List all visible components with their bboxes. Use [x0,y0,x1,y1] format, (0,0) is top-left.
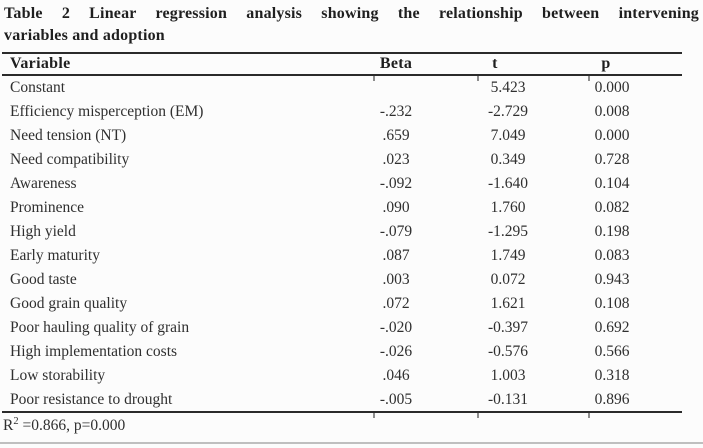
table-row: Early maturity .087 1.749 0.083 [2,244,682,268]
table-body: Constant 5.423 0.000 Efficiency mispercepti… [2,76,682,412]
cell-p: 0.198 [594,223,630,240]
cell-p: 0.000 [594,127,630,144]
column-divider-tick [477,413,479,418]
cell-t: -1.640 [487,175,529,192]
column-header-variable: Variable [10,55,71,72]
cell-beta: -.079 [379,223,413,240]
cell-p: 0.566 [594,343,630,360]
cell-t: -0.397 [487,319,529,336]
table-bottom-rule [2,411,682,413]
cell-p: 0.008 [594,103,630,120]
table-row: Efficiency misperception (EM) -.232 -2.729… [2,100,682,124]
cell-variable: Poor hauling quality of grain [10,319,190,336]
cell-beta: .072 [382,295,410,312]
cell-beta: .659 [382,127,410,144]
cell-beta [340,76,452,100]
table-row: Constant 5.423 0.000 [2,76,682,100]
cell-variable: Good grain quality [10,295,128,312]
cell-variable: Low storability [10,367,106,384]
cell-t: -1.295 [487,223,529,240]
cell-variable: Poor resistance to drought [10,391,173,408]
cell-beta: .003 [382,271,410,288]
page-bottom-rule [0,442,703,444]
column-divider-tick [588,76,590,81]
table-row: High yield -.079 -1.295 0.198 [2,220,682,244]
cell-p: 0.728 [594,151,630,168]
table-row: High implementation costs -.026 -0.576 0.56… [2,340,682,364]
r-superscript: 2 [13,415,19,427]
cell-variable: Prominence [10,199,85,216]
model-summary-values: =0.866, p=0.000 [18,417,126,434]
column-divider-tick [373,76,375,81]
cell-beta: .046 [382,367,410,384]
table-row: Poor hauling quality of grain -.020 -0.397… [2,316,682,340]
cell-p: 0.318 [594,367,630,384]
cell-p: 0.082 [594,199,630,216]
cell-t: 1.621 [490,295,526,312]
cell-p: 0.108 [594,295,630,312]
cell-variable: Awareness [10,175,77,192]
cell-p: 0.083 [594,247,630,264]
cell-p: 0.896 [594,391,630,408]
table-row: Awareness -.092 -1.640 0.104 [2,172,682,196]
cell-p: 0.692 [594,319,630,336]
cell-variable: Good taste [10,271,77,288]
cell-p: 0.104 [594,175,630,192]
cell-t: 0.349 [490,151,526,168]
cell-p: 0.000 [594,79,630,96]
cell-beta: .087 [382,247,410,264]
column-divider-tick [477,76,479,81]
table-row: Prominence .090 1.760 0.082 [2,196,682,220]
cell-variable: Early maturity [10,247,100,264]
cell-beta: -.005 [379,391,413,408]
cell-t: 1.749 [490,247,526,264]
table-row: Need compatibility .023 0.349 0.728 [2,148,682,172]
cell-t: 7.049 [490,127,526,144]
header-underline-rule [2,74,682,76]
cell-t: 1.760 [490,199,526,216]
cell-variable: Need tension (NT) [10,127,127,144]
cell-beta: -.020 [379,319,413,336]
table-header-row: Variable Beta t p [2,54,682,74]
cell-variable: High yield [10,223,76,240]
table-row: Good grain quality .072 1.621 0.108 [2,292,682,316]
cell-beta: -.092 [379,175,413,192]
cell-beta: -.232 [379,103,413,120]
cell-variable: Need compatibility [10,151,130,168]
cell-beta: .090 [382,199,410,216]
cell-t: 5.423 [490,79,526,96]
table-row: Low storability .046 1.003 0.318 [2,364,682,388]
table-row: Good taste .003 0.072 0.943 [2,268,682,292]
caption-line-1: Table 2 Linear regression analysis showi… [4,5,699,22]
model-summary: R2 =0.866, p=0.000 [3,412,423,440]
cell-beta: -.026 [379,343,413,360]
cell-p: 0.943 [594,271,630,288]
column-header-p: p [601,55,611,72]
cell-variable: High implementation costs [10,343,178,360]
cell-t: -0.131 [487,391,529,408]
table-row: Poor resistance to drought -.005 -0.131 0.8… [2,388,682,412]
cell-t: -2.729 [487,103,529,120]
table-row: Need tension (NT) .659 7.049 0.000 [2,124,682,148]
cell-t: 1.003 [490,367,526,384]
table-top-rule [2,52,682,54]
cell-t: -0.576 [487,343,529,360]
cell-t: 0.072 [490,271,526,288]
cell-variable: Efficiency misperception (EM) [10,103,204,120]
cell-beta: .023 [382,151,410,168]
column-divider-tick [373,413,375,418]
column-header-t: t [492,55,498,72]
cell-variable: Constant [10,79,66,96]
column-divider-tick [588,413,590,418]
r-label: R [3,417,14,434]
column-header-beta: Beta [379,55,413,72]
table-caption: Table 2 Linear regression analysis showi… [4,3,699,47]
caption-line-2: variables and adoption [4,27,165,44]
